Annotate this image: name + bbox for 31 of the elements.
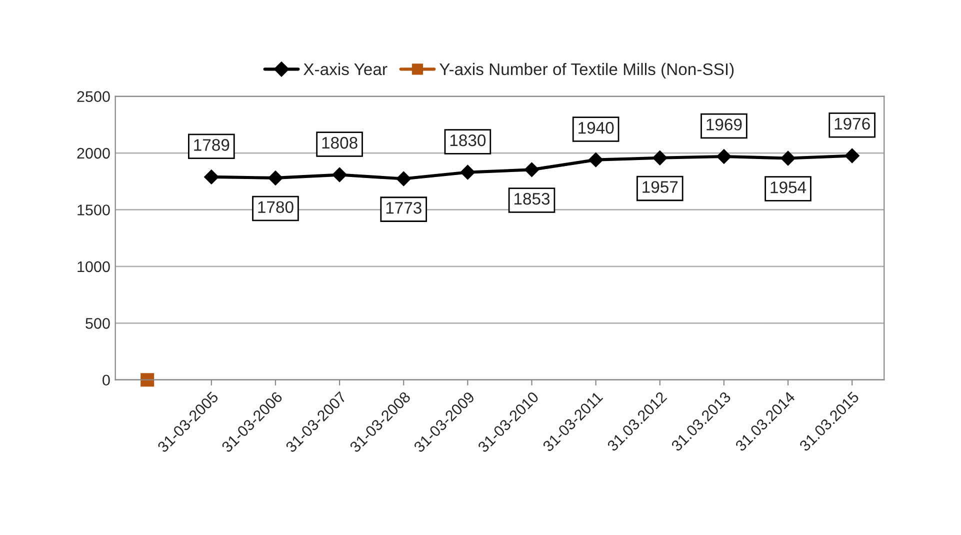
point — [396, 171, 412, 186]
point — [716, 149, 732, 164]
y-tick-label: 1500 — [78, 204, 110, 216]
data-label: 1789 — [194, 139, 230, 151]
data-label: 1853 — [514, 192, 550, 205]
point — [460, 164, 476, 180]
legend-label: X-axis Year — [304, 62, 388, 76]
point — [844, 148, 860, 164]
y-tick-label: 1000 — [78, 261, 110, 272]
data-label: 1773 — [386, 202, 422, 214]
legend-label: Y-axis Number of Textile Mills (Non-SSI) — [440, 62, 734, 78]
point — [268, 170, 283, 186]
data-label: 1957 — [642, 181, 678, 193]
y-tick-label: 0 — [102, 374, 110, 386]
data-label: 1830 — [450, 134, 486, 146]
data-label: 1969 — [706, 118, 742, 130]
data-label: 1976 — [834, 118, 870, 130]
y-tick-label: 500 — [86, 318, 110, 329]
point — [524, 162, 540, 178]
data-label: 1780 — [258, 201, 294, 213]
data-label: 1940 — [578, 122, 614, 134]
data-label: 1808 — [322, 136, 358, 149]
point — [652, 150, 668, 166]
point — [204, 170, 219, 184]
y-tick-label: 2000 — [77, 148, 110, 159]
point — [780, 150, 796, 166]
point — [332, 167, 347, 182]
data-label: 1954 — [770, 181, 806, 194]
y-tick-label: 2500 — [77, 91, 110, 102]
point — [140, 373, 154, 387]
point — [588, 152, 604, 168]
